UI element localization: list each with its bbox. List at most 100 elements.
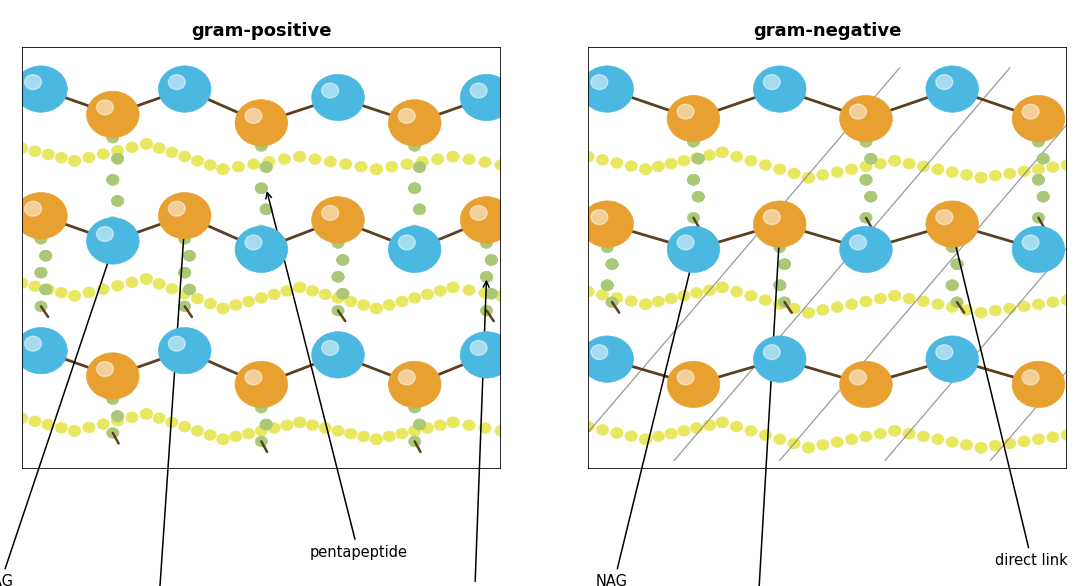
Circle shape — [15, 413, 28, 424]
Circle shape — [35, 301, 47, 312]
Circle shape — [463, 285, 475, 296]
Circle shape — [731, 151, 743, 162]
Circle shape — [975, 307, 988, 318]
Circle shape — [140, 138, 152, 149]
Circle shape — [845, 434, 858, 445]
Circle shape — [715, 417, 729, 428]
Circle shape — [903, 293, 916, 304]
Circle shape — [703, 420, 715, 431]
Circle shape — [745, 425, 757, 437]
Circle shape — [86, 91, 139, 138]
Circle shape — [773, 299, 786, 310]
Circle shape — [179, 267, 191, 278]
Circle shape — [389, 361, 441, 408]
Circle shape — [389, 100, 441, 146]
Circle shape — [1032, 434, 1044, 445]
Circle shape — [975, 172, 988, 183]
Circle shape — [399, 370, 415, 385]
Circle shape — [773, 434, 786, 445]
Circle shape — [107, 174, 119, 185]
Circle shape — [169, 336, 185, 351]
Circle shape — [69, 290, 81, 301]
Circle shape — [281, 285, 293, 297]
Circle shape — [260, 419, 272, 430]
Circle shape — [111, 195, 124, 206]
Circle shape — [370, 303, 382, 314]
Circle shape — [446, 282, 460, 293]
Circle shape — [787, 438, 800, 449]
Circle shape — [293, 151, 306, 162]
Circle shape — [692, 153, 705, 164]
Circle shape — [306, 420, 319, 431]
Circle shape — [111, 411, 124, 421]
Circle shape — [745, 155, 757, 166]
Circle shape — [763, 345, 780, 360]
Circle shape — [217, 434, 230, 445]
Circle shape — [86, 353, 139, 399]
Circle shape — [446, 417, 460, 428]
Circle shape — [989, 440, 1002, 451]
Circle shape — [39, 250, 52, 261]
Circle shape — [255, 436, 268, 447]
Circle shape — [255, 141, 268, 152]
Circle shape — [140, 274, 152, 284]
Circle shape — [596, 424, 609, 435]
Circle shape — [1012, 361, 1065, 408]
Circle shape — [431, 154, 444, 165]
Circle shape — [665, 428, 677, 439]
Circle shape — [1032, 174, 1044, 185]
Circle shape — [15, 142, 28, 154]
Circle shape — [281, 420, 293, 431]
Circle shape — [975, 307, 988, 318]
Circle shape — [39, 284, 52, 295]
Circle shape — [217, 163, 230, 175]
Circle shape — [975, 442, 988, 453]
Circle shape — [179, 421, 191, 432]
Text: NAG
(N-acetylglucosamine): NAG (N-acetylglucosamine) — [529, 261, 695, 586]
Circle shape — [370, 434, 382, 445]
Circle shape — [97, 227, 113, 241]
Circle shape — [408, 183, 421, 194]
Circle shape — [179, 267, 191, 278]
Circle shape — [889, 425, 901, 437]
Circle shape — [803, 172, 815, 183]
Circle shape — [260, 204, 272, 215]
Circle shape — [1037, 153, 1050, 164]
Circle shape — [183, 284, 196, 295]
Circle shape — [86, 218, 139, 264]
Circle shape — [849, 235, 867, 250]
Circle shape — [83, 152, 95, 163]
Circle shape — [408, 225, 421, 236]
Circle shape — [1023, 235, 1039, 250]
Circle shape — [960, 304, 972, 315]
Circle shape — [831, 166, 844, 178]
Circle shape — [874, 158, 886, 169]
Circle shape — [446, 151, 460, 162]
Circle shape — [408, 292, 421, 304]
Circle shape — [56, 287, 68, 298]
Circle shape — [260, 419, 272, 430]
Circle shape — [763, 74, 780, 90]
Circle shape — [1032, 299, 1044, 310]
Circle shape — [773, 280, 786, 291]
Circle shape — [874, 428, 886, 439]
Circle shape — [97, 418, 110, 430]
Text: NAM
(N-acetylmuramic acid): NAM (N-acetylmuramic acid) — [70, 227, 242, 586]
Circle shape — [1023, 104, 1039, 119]
Circle shape — [383, 431, 395, 442]
Circle shape — [446, 417, 460, 428]
Circle shape — [243, 296, 255, 307]
Circle shape — [652, 431, 664, 442]
Circle shape — [485, 288, 498, 299]
Circle shape — [754, 336, 806, 382]
Circle shape — [125, 142, 138, 153]
Circle shape — [260, 162, 272, 173]
Circle shape — [435, 420, 446, 431]
Circle shape — [849, 370, 867, 385]
Circle shape — [125, 277, 138, 288]
Circle shape — [605, 258, 619, 270]
Circle shape — [692, 191, 705, 202]
Circle shape — [703, 149, 715, 161]
Circle shape — [601, 280, 613, 291]
Circle shape — [754, 66, 806, 113]
